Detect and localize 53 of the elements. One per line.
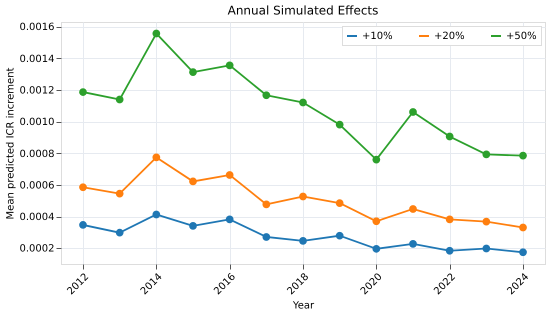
point bbox=[262, 233, 270, 241]
point bbox=[262, 91, 270, 100]
point bbox=[336, 232, 344, 240]
point bbox=[372, 244, 380, 253]
point bbox=[189, 178, 197, 186]
x-axis-title: Year bbox=[292, 300, 315, 312]
legend-label: +20% bbox=[434, 31, 465, 42]
legend-label: +10% bbox=[362, 31, 393, 42]
y-tick-label: 0.0012 bbox=[20, 86, 54, 97]
point bbox=[226, 61, 234, 70]
point bbox=[152, 154, 160, 162]
y-tick-label: 0.0004 bbox=[20, 212, 54, 224]
point bbox=[482, 244, 490, 252]
point bbox=[299, 98, 307, 106]
point bbox=[189, 68, 197, 76]
point bbox=[372, 217, 380, 226]
point bbox=[116, 96, 124, 104]
chart-title: Annual Simulated Effects bbox=[228, 4, 378, 18]
y-tick-label: 0.0008 bbox=[20, 148, 54, 160]
point bbox=[519, 248, 527, 256]
y-tick-label: 0.0016 bbox=[20, 22, 54, 34]
point bbox=[372, 156, 380, 164]
point bbox=[79, 221, 87, 229]
point bbox=[226, 171, 234, 179]
point bbox=[336, 120, 344, 129]
point bbox=[519, 152, 527, 160]
point bbox=[519, 224, 527, 232]
point bbox=[446, 132, 454, 140]
point bbox=[226, 216, 234, 224]
legend-label: +50% bbox=[506, 31, 537, 42]
y-tick-label: 0.0002 bbox=[20, 244, 54, 255]
point bbox=[152, 30, 160, 38]
point bbox=[189, 222, 197, 230]
point bbox=[446, 216, 454, 224]
point bbox=[299, 237, 307, 245]
point bbox=[482, 218, 490, 226]
y-tick-label: 0.0006 bbox=[20, 180, 54, 192]
point bbox=[79, 88, 87, 96]
point bbox=[409, 205, 417, 213]
point bbox=[262, 200, 270, 208]
point bbox=[152, 210, 160, 218]
point bbox=[446, 246, 454, 255]
point bbox=[409, 240, 417, 248]
point bbox=[482, 150, 490, 158]
y-tick-label: 0.0014 bbox=[20, 54, 54, 65]
point bbox=[336, 199, 344, 207]
point bbox=[116, 228, 124, 237]
y-axis-title: Mean predicted ICR increment bbox=[6, 67, 17, 220]
point bbox=[299, 192, 307, 200]
point bbox=[116, 190, 124, 198]
y-tick-label: 0.0010 bbox=[20, 117, 54, 128]
point bbox=[79, 183, 87, 192]
point bbox=[409, 108, 417, 116]
